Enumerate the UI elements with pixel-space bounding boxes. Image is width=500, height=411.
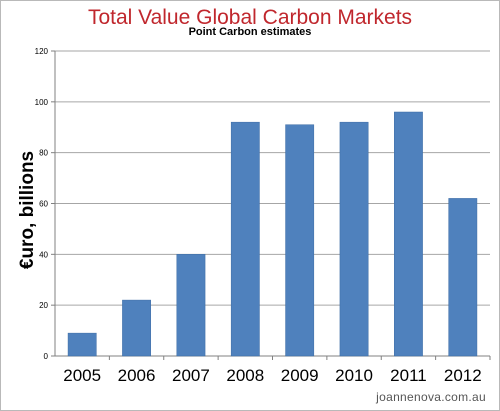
y-tick-label: 0 (44, 352, 49, 361)
x-tick-label: 2007 (172, 366, 210, 385)
x-tick-label: 2006 (118, 366, 156, 385)
bar (394, 111, 423, 357)
x-tick-label: 2005 (63, 366, 101, 385)
bar (67, 332, 97, 357)
source-credit: joannenova.com.au (376, 390, 486, 404)
bar (230, 121, 260, 357)
bar (339, 121, 369, 357)
y-tick-label: 60 (39, 200, 48, 209)
bar (176, 254, 206, 357)
chart-subtitle: Point Carbon estimates (188, 26, 312, 38)
bar (122, 299, 151, 357)
x-tick-label: 2012 (444, 366, 482, 385)
bar (285, 124, 315, 357)
x-tick-label: 2010 (335, 366, 373, 385)
y-tick-label: 100 (35, 98, 49, 107)
x-tick-label: 2009 (281, 366, 319, 385)
y-tick-label: 40 (39, 250, 48, 259)
y-tick-label: 20 (39, 301, 48, 310)
bar (448, 198, 478, 357)
chart-title: Total Value Global Carbon Markets (87, 6, 413, 29)
x-tick-label: 2008 (226, 366, 264, 385)
y-tick-label: 80 (39, 149, 48, 158)
y-tick-label: 120 (35, 47, 49, 56)
x-tick-label: 2011 (390, 366, 427, 385)
